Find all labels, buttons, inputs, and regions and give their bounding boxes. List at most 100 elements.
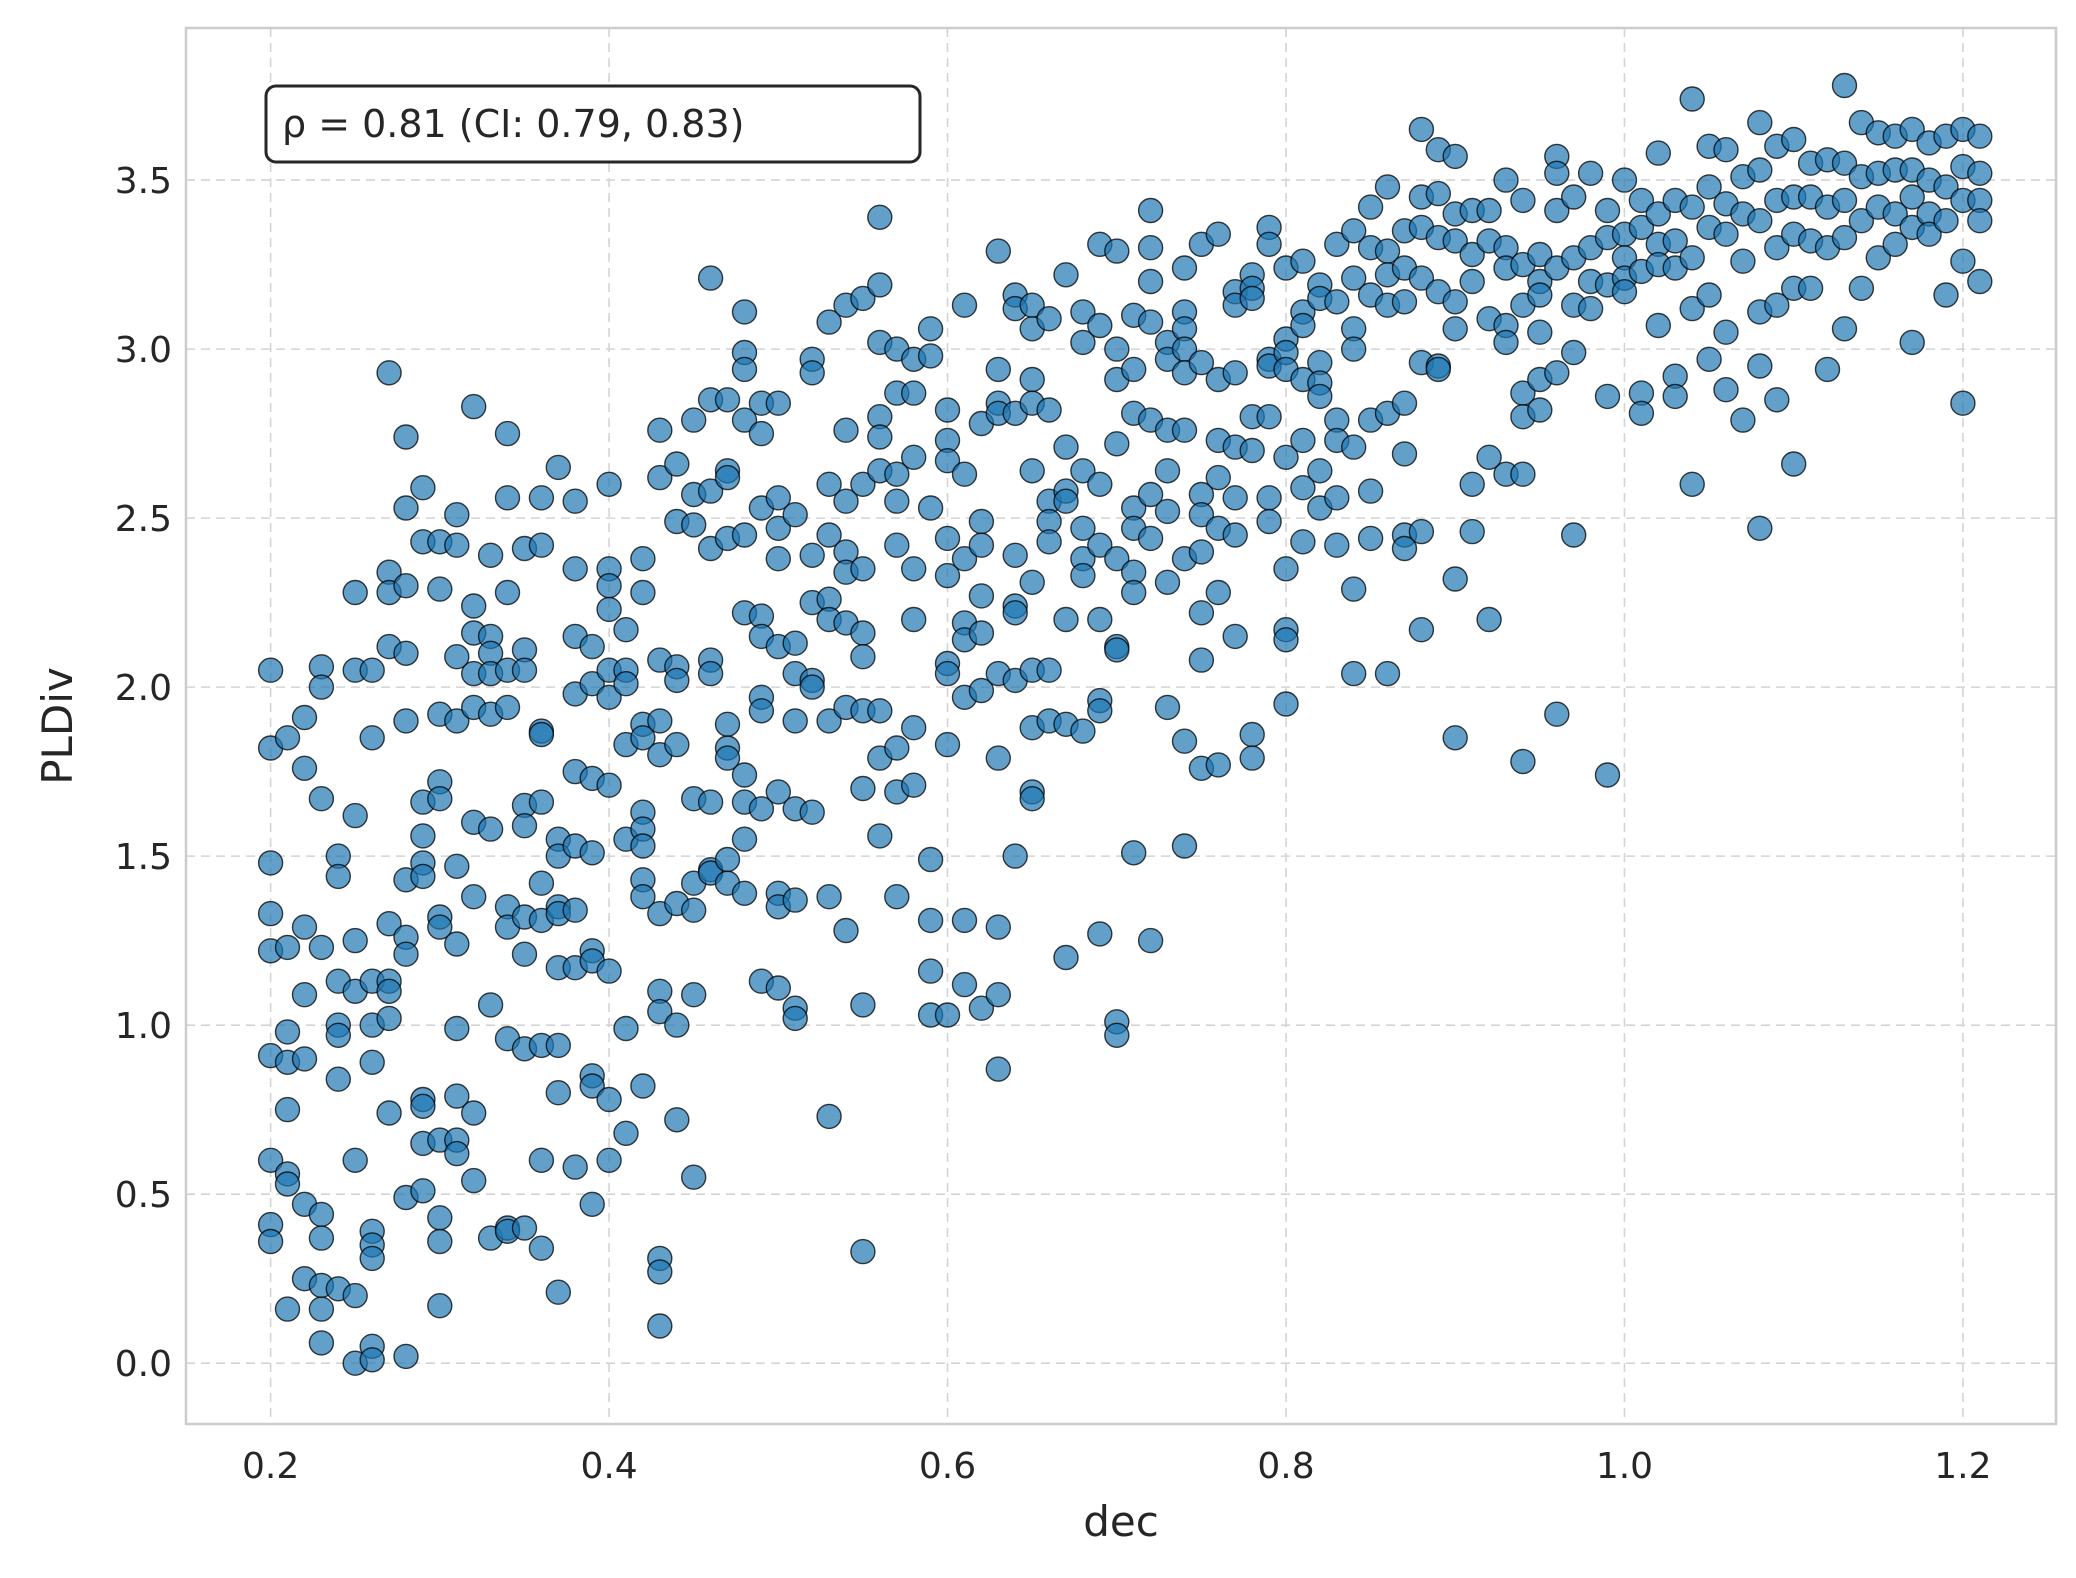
data-point	[1053, 944, 1079, 971]
data-point	[427, 914, 453, 940]
data-point	[681, 512, 707, 538]
data-point	[1205, 464, 1232, 491]
data-point	[477, 816, 504, 842]
data-point	[664, 451, 690, 477]
data-point	[765, 485, 791, 511]
data-point	[596, 1147, 622, 1174]
y-axis-label: PLDiv	[33, 667, 82, 785]
data-point	[1594, 383, 1621, 410]
data-point	[1188, 600, 1215, 626]
data-point	[393, 708, 419, 734]
data-point	[630, 1073, 656, 1099]
data-point	[1070, 329, 1096, 356]
data-point	[1374, 660, 1401, 687]
data-point	[917, 495, 944, 521]
data-point	[1154, 694, 1181, 721]
data-point	[1476, 197, 1502, 224]
data-point	[494, 579, 521, 606]
data-point	[1070, 515, 1096, 541]
annotation-box	[264, 84, 922, 164]
data-point	[1087, 921, 1113, 947]
data-point	[1137, 268, 1164, 295]
data-point	[1577, 295, 1604, 322]
data-point	[799, 360, 825, 386]
data-point	[782, 630, 808, 656]
data-point	[867, 823, 893, 849]
x-tick-label: 0.4	[580, 1446, 637, 1487]
data-point	[816, 471, 842, 497]
data-point	[630, 546, 656, 572]
data-point	[681, 982, 707, 1008]
data-point	[1831, 187, 1858, 214]
data-point	[1442, 143, 1468, 170]
data-point	[833, 917, 859, 944]
data-point	[579, 671, 605, 697]
data-point	[461, 1100, 487, 1126]
data-point	[1662, 383, 1688, 410]
data-point	[528, 1147, 555, 1174]
data-point	[461, 884, 487, 910]
data-point	[1137, 525, 1164, 552]
data-point	[325, 863, 351, 890]
data-point	[1730, 407, 1756, 433]
data-point	[1611, 167, 1638, 193]
data-point	[647, 464, 673, 491]
data-point	[850, 644, 876, 670]
data-point	[917, 907, 944, 934]
data-point	[1188, 647, 1215, 673]
data-point	[968, 677, 995, 704]
data-point	[1831, 72, 1858, 99]
data-point	[291, 914, 318, 940]
data-point	[1070, 458, 1096, 484]
data-point	[1679, 194, 1705, 220]
data-point	[1154, 458, 1181, 484]
data-point	[461, 1167, 487, 1194]
data-point	[1154, 498, 1181, 525]
data-point	[850, 775, 876, 802]
data-point	[681, 897, 707, 923]
data-point	[1188, 539, 1215, 565]
data-point	[1764, 292, 1790, 318]
data-point	[1544, 360, 1570, 386]
data-point	[545, 1279, 571, 1305]
data-point	[1222, 360, 1248, 386]
data-point	[613, 1120, 639, 1147]
data-point	[1391, 289, 1418, 315]
data-point	[697, 660, 724, 687]
data-point	[1019, 458, 1045, 484]
data-point	[1290, 529, 1316, 555]
data-point	[1087, 471, 1113, 497]
data-point	[1053, 606, 1079, 633]
data-point	[1459, 471, 1485, 497]
data-point	[613, 671, 639, 697]
data-point	[1120, 840, 1147, 866]
data-point	[1527, 397, 1553, 423]
data-point	[1104, 238, 1130, 264]
data-point	[1696, 282, 1722, 308]
data-point	[1053, 488, 1079, 514]
data-point	[765, 515, 791, 541]
data-point	[1273, 556, 1299, 582]
data-point	[901, 556, 927, 582]
data-point	[393, 640, 419, 666]
plot-frame	[184, 26, 2058, 1426]
data-point	[308, 1330, 335, 1356]
data-point	[664, 731, 690, 758]
data-point	[647, 1313, 673, 1339]
data-point	[1713, 221, 1739, 247]
data-point	[291, 982, 318, 1008]
data-point	[1831, 224, 1858, 251]
x-tick-label: 0.8	[1257, 1446, 1314, 1487]
data-point	[257, 1228, 284, 1255]
data-point	[850, 1238, 876, 1265]
data-point	[1222, 623, 1248, 650]
data-point	[1493, 167, 1519, 193]
data-point	[444, 1015, 470, 1042]
data-point	[1070, 562, 1096, 589]
data-point	[867, 698, 893, 724]
data-point	[850, 992, 876, 1018]
data-point	[1239, 745, 1265, 771]
data-point	[1882, 201, 1908, 227]
data-point	[444, 931, 470, 957]
